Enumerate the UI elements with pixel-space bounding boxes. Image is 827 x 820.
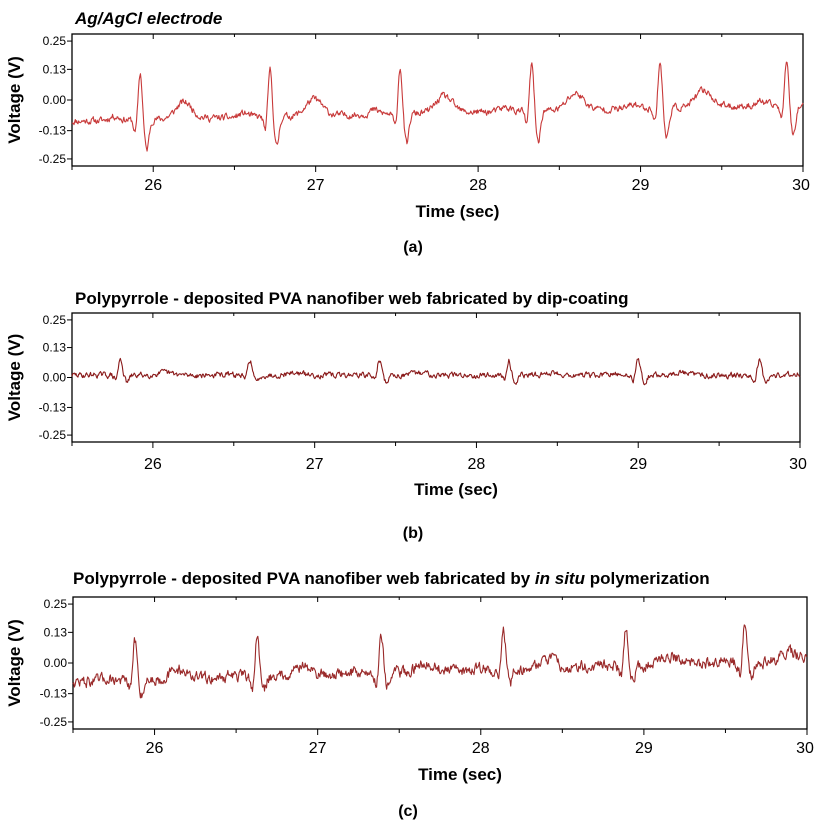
panel-b-ytick-label: -0.25 [39,428,67,442]
panel-a-ytick-label: 0.13 [43,62,67,76]
panel-c-xtick-label: 29 [635,740,653,757]
panel-a-xtick-label: 27 [307,177,325,194]
panel-c: Polypyrrole - deposited PVA nanofiber we… [5,569,814,820]
panel-c-label: (c) [398,803,418,820]
panel-a-xtick-label: 30 [792,177,810,194]
panel-c-title-part-1: Polypyrrole - deposited PVA nanofiber we… [73,569,535,588]
panel-b-xtick-label: 26 [144,456,162,473]
panel-c-ytick-label: -0.13 [40,687,68,701]
panel-b-ytick-label: -0.13 [39,400,67,414]
panel-a-label: (a) [403,239,423,256]
panel-c-x-axis-label: Time (sec) [418,765,502,784]
panel-b: Polypyrrole - deposited PVA nanofiber we… [5,289,807,542]
panel-b-xtick-label: 28 [468,456,486,473]
panel-a-xtick-label: 28 [469,177,487,194]
panel-a-voltage-trace [71,61,804,152]
panel-c-voltage-trace [72,624,808,699]
panel-c-ytick-label: 0.25 [44,597,68,611]
panel-b-xtick-label: 29 [629,456,647,473]
panel-c-title-part-3: polymerization [585,569,710,588]
panel-c-ytick-label: 0.00 [44,656,68,670]
panel-b-y-axis-label: Voltage (V) [5,334,24,422]
panel-c-title: Polypyrrole - deposited PVA nanofiber we… [73,569,710,588]
panel-a: Ag/AgCl electrode (a) 0.25 0.13 0.00 -0.13 -… [5,9,810,256]
panel-a-ytick-label: -0.13 [39,124,67,138]
panel-c-y-axis-label: Voltage (V) [5,619,24,707]
panel-a-y-axis-label: Voltage (V) [5,56,24,144]
panel-c-xtick-label: 30 [796,740,814,757]
panel-b-voltage-trace [71,357,801,386]
panel-c-ytick-label: 0.13 [44,625,68,639]
panel-a-title: Ag/AgCl electrode [74,9,222,28]
panel-c-title-part-2: in situ [535,569,586,588]
panel-b-ytick-label: 0.00 [43,371,67,385]
panel-c-xtick-label: 28 [472,740,490,757]
panel-b-xtick-label: 30 [789,456,807,473]
panel-a-xtick-label: 29 [632,177,650,194]
panel-b-x-axis-label: Time (sec) [414,480,498,499]
panel-b-label: (b) [403,525,423,542]
panel-b-title: Polypyrrole - deposited PVA nanofiber we… [75,289,629,308]
panel-b-xtick-label: 27 [306,456,324,473]
panel-b-ytick-label: 0.25 [43,313,67,327]
panel-a-ytick-label: 0.25 [43,34,67,48]
panel-a-ytick-label: 0.00 [43,93,67,107]
panel-c-xtick-label: 27 [309,740,327,757]
panel-c-xtick-label: 26 [146,740,164,757]
panel-a-ytick-label: -0.25 [39,152,67,166]
panel-a-xtick-label: 26 [144,177,162,194]
panel-c-ytick-label: -0.25 [40,715,68,729]
panel-a-x-axis-label: Time (sec) [416,202,500,221]
panel-b-ytick-label: 0.13 [43,341,67,355]
